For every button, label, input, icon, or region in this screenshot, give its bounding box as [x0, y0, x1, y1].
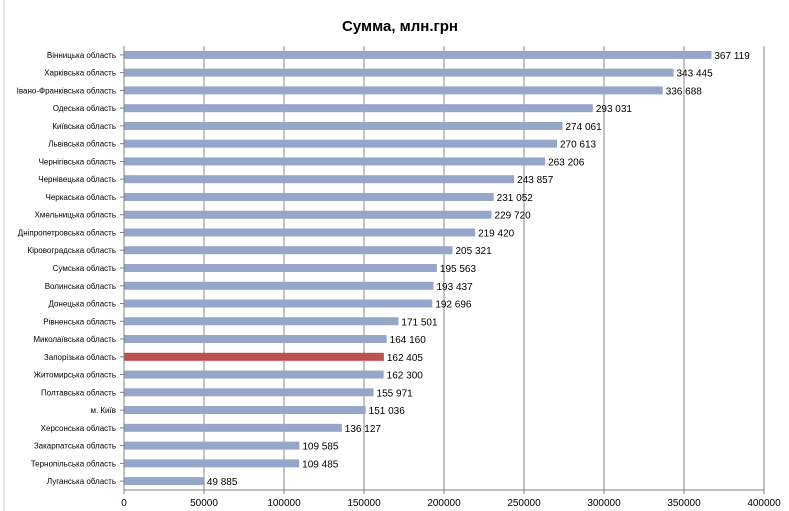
bar [124, 441, 300, 450]
value-label: 229 720 [495, 211, 532, 222]
x-tick-label: 150000 [347, 498, 381, 509]
value-label: 274 061 [565, 122, 602, 133]
category-label: Запорізька область [44, 353, 116, 362]
category-label: Чернігівська область [39, 157, 116, 166]
value-label: 263 206 [548, 157, 585, 168]
category-label: Тернопільська область [31, 459, 116, 468]
value-label: 193 437 [436, 282, 473, 293]
bar [124, 406, 366, 415]
category-label: Луганська область [47, 477, 116, 486]
x-tick-label: 50000 [190, 498, 218, 509]
value-label: 109 585 [302, 442, 339, 453]
value-label: 162 405 [387, 353, 424, 364]
bar [124, 352, 384, 361]
category-label: Миколаївська область [33, 335, 116, 344]
bar [124, 68, 674, 77]
value-label: 192 696 [435, 300, 472, 311]
category-label: Київська область [52, 122, 116, 131]
value-label: 243 857 [517, 175, 554, 186]
value-label: 367 119 [714, 51, 750, 62]
value-label: 49 885 [207, 477, 238, 488]
value-label: 270 613 [560, 140, 597, 151]
bars [124, 50, 712, 486]
bar [124, 139, 557, 148]
x-tick-label: 200000 [427, 498, 461, 509]
bar [124, 423, 342, 432]
category-label: Чернівецька область [38, 175, 116, 184]
value-label: 162 300 [387, 371, 424, 382]
bar [124, 370, 384, 379]
value-label: 155 971 [377, 388, 414, 399]
category-label: Черкаська область [46, 193, 117, 202]
x-tick-label: 350000 [667, 498, 701, 509]
category-label: Херсонська область [41, 424, 116, 433]
value-label: 231 052 [497, 193, 534, 204]
category-label: Донецька область [48, 300, 116, 309]
bar [124, 281, 434, 290]
category-label: Вінницька область [47, 51, 116, 60]
x-tick-label: 250000 [507, 498, 541, 509]
x-tick-label: 0 [121, 498, 127, 509]
gridlines [203, 46, 765, 490]
bar [124, 388, 374, 397]
bar [124, 459, 300, 468]
bar [124, 175, 515, 184]
bar [124, 121, 563, 130]
x-axis-ticks: 0 50000 100000 150000 200000 250000 300000 3500… [121, 490, 781, 509]
category-label: Сумська область [53, 264, 116, 273]
value-label: 293 031 [596, 104, 633, 115]
bar [124, 210, 492, 219]
value-label: 205 321 [456, 246, 493, 257]
category-label: Рівненська область [43, 317, 116, 326]
value-label: 151 036 [369, 406, 406, 417]
category-label: Львівська область [48, 140, 116, 149]
x-tick-label: 300000 [587, 498, 621, 509]
category-label: Волинська область [45, 282, 116, 291]
category-label: Хмельницька область [35, 211, 116, 220]
value-label: 164 160 [390, 335, 427, 346]
value-label: 136 127 [345, 424, 382, 435]
bar [124, 335, 387, 344]
category-label: Івано-Франківська область [17, 86, 116, 95]
category-label: Кіровоградська область [27, 246, 116, 255]
category-label: Одеська область [53, 104, 116, 113]
value-label: 195 563 [440, 264, 477, 275]
value-label: 336 688 [666, 86, 703, 97]
category-label: Полтавська область [41, 388, 116, 397]
category-label: Житомирська область [34, 371, 116, 380]
category-label: м. Київ [90, 406, 116, 415]
category-label: Закарпатська область [34, 442, 116, 451]
value-label: 109 485 [302, 459, 339, 470]
bar [124, 317, 399, 326]
bar [124, 157, 546, 166]
category-label: Дніпропетровська область [18, 228, 116, 237]
category-label: Харківська область [44, 69, 116, 78]
bar [124, 192, 494, 201]
category-labels: Вінницька область Харківська область Івано… [17, 51, 124, 486]
bar [124, 104, 593, 113]
value-label: 343 445 [677, 69, 714, 80]
bar [124, 299, 433, 308]
x-tick-label: 100000 [267, 498, 301, 509]
x-tick-label: 400000 [747, 498, 781, 509]
chart-title: Сумма, млн.грн [342, 18, 458, 35]
bar [124, 264, 437, 272]
bar [124, 86, 663, 95]
bar [124, 246, 453, 255]
value-label: 171 501 [401, 317, 438, 328]
value-label: 219 420 [478, 228, 515, 239]
bar [124, 228, 476, 237]
bar [124, 50, 712, 59]
bar [124, 477, 204, 486]
